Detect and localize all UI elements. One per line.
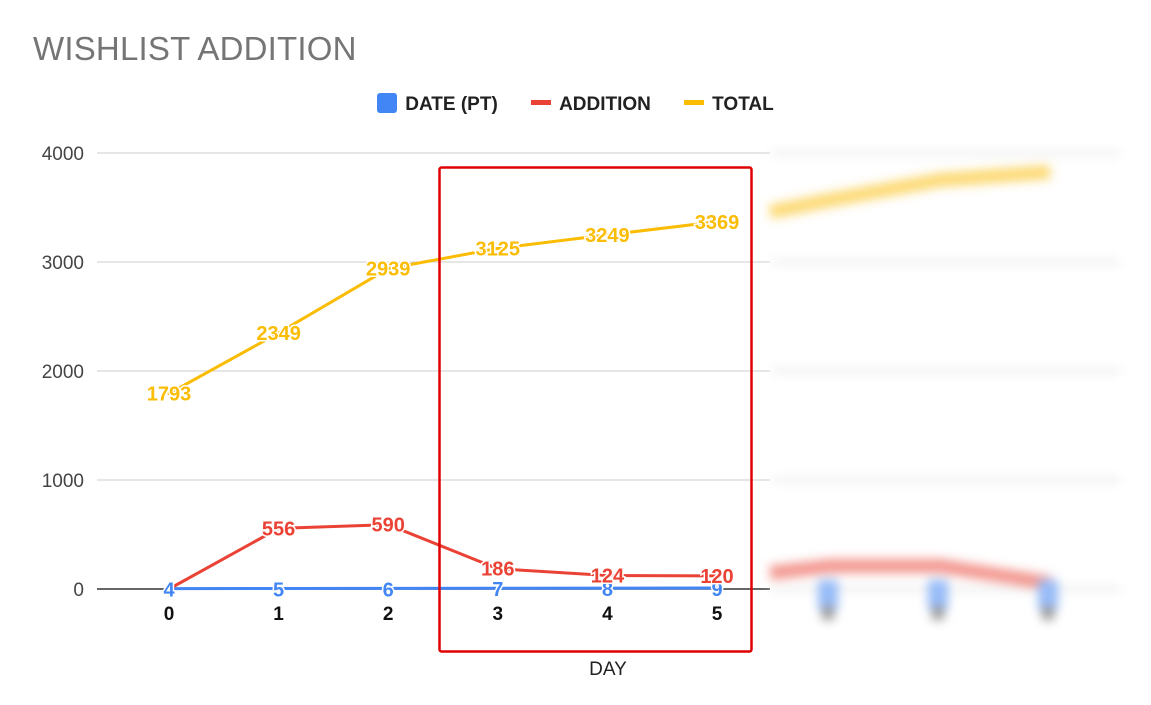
data-label: 9 — [711, 579, 722, 601]
data-label: 2939 — [366, 259, 411, 281]
series-line-1 — [168, 523, 718, 591]
data-label: 6 — [383, 579, 394, 601]
legend-label-date: DATE (PT) — [405, 94, 498, 115]
blurred-tick — [822, 606, 834, 620]
legend-item-date[interactable]: DATE (PT) — [377, 93, 498, 116]
data-label: 2349 — [256, 323, 301, 345]
data-point — [496, 246, 500, 250]
data-point — [277, 331, 281, 335]
legend-swatch-date — [377, 93, 398, 113]
data-point — [496, 586, 500, 590]
data-point — [386, 586, 390, 590]
data-point — [386, 267, 390, 271]
data-label: 7 — [492, 579, 503, 601]
blurred-date-marker — [928, 580, 948, 610]
blurred-tick — [932, 606, 944, 620]
data-point — [605, 233, 609, 237]
data-point — [605, 573, 609, 577]
data-label: 186 — [481, 559, 514, 581]
data-label: 124 — [591, 565, 625, 587]
x-tick-label: 0 — [164, 604, 175, 625]
data-label: 556 — [262, 518, 295, 540]
data-point — [715, 220, 719, 224]
x-tick-label: 3 — [493, 604, 504, 625]
series-line-0 — [168, 586, 718, 591]
data-point — [715, 574, 719, 578]
y-tick-label: 4000 — [42, 144, 84, 165]
blurred-region — [768, 145, 1127, 620]
highlight-box — [438, 166, 753, 653]
data-label: 4 — [163, 580, 175, 602]
data-point — [605, 586, 609, 590]
legend-item-total[interactable]: TOTAL — [684, 94, 774, 116]
blurred-date-marker — [1038, 580, 1058, 610]
blurred-total-line — [768, 165, 1051, 219]
legend: DATE (PT) ADDITION TOTAL — [0, 93, 1151, 116]
data-label: 590 — [372, 515, 405, 537]
data-label: 3249 — [585, 225, 630, 247]
legend-swatch-addition — [531, 100, 552, 105]
series-line-2 — [168, 220, 718, 395]
x-tick-label: 2 — [383, 604, 394, 625]
legend-label-total: TOTAL — [712, 94, 774, 115]
chart-title: WISHLIST ADDITION — [33, 30, 357, 67]
data-label: 8 — [602, 579, 613, 601]
data-point — [277, 586, 281, 590]
y-tick-label: 1000 — [42, 471, 84, 492]
data-point — [167, 587, 171, 591]
data-point — [715, 586, 719, 590]
data-label: 5 — [273, 579, 284, 601]
x-tick-label: 4 — [602, 604, 613, 625]
data-label: 1793 — [147, 384, 192, 406]
x-tick-label: 5 — [712, 604, 723, 625]
data-label: 120 — [700, 566, 733, 588]
data-point — [277, 526, 281, 530]
x-axis-title: DAY — [589, 659, 627, 680]
blurred-addition-line — [769, 559, 1052, 590]
y-tick-label: 0 — [73, 580, 84, 601]
x-tick-label: 1 — [273, 604, 284, 625]
blurred-tick — [1042, 606, 1054, 620]
legend-swatch-total — [684, 100, 705, 105]
data-label: 3369 — [695, 212, 740, 234]
data-point — [496, 567, 500, 571]
legend-item-addition[interactable]: ADDITION — [531, 94, 651, 116]
blurred-date-marker — [818, 580, 838, 610]
y-tick-label: 2000 — [42, 362, 84, 383]
data-point — [386, 523, 390, 527]
data-point — [167, 392, 171, 396]
y-tick-label: 3000 — [42, 253, 84, 274]
blurred-background — [772, 145, 1127, 615]
legend-label-addition: ADDITION — [559, 94, 651, 115]
data-label: 3125 — [476, 238, 521, 260]
